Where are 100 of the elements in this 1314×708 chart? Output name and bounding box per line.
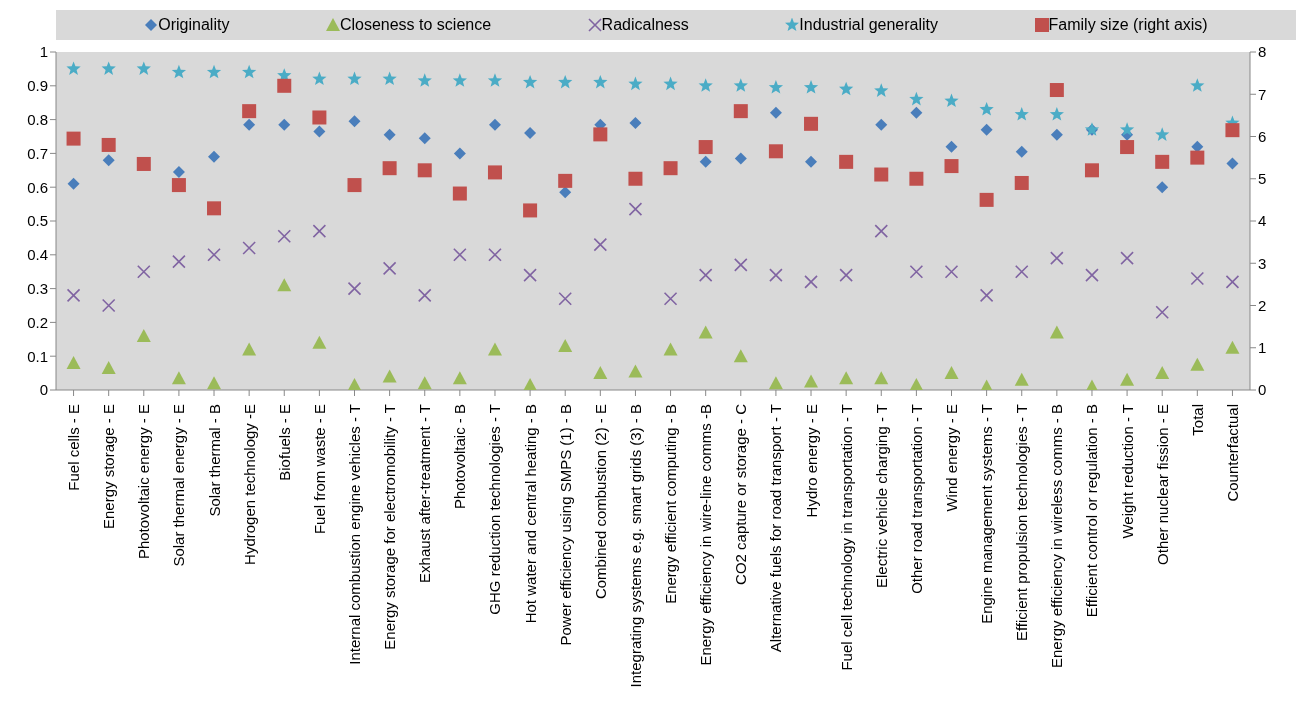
point [629, 116, 642, 129]
point [874, 224, 889, 238]
point [663, 161, 678, 176]
y-tick-label: 0.9 [27, 77, 48, 95]
point [382, 261, 397, 276]
point [979, 288, 994, 303]
point [1190, 150, 1205, 165]
point [522, 74, 538, 89]
x-tick-label: Internal combustion engine vehicles - T [346, 404, 363, 665]
y-tick-label: 1 [39, 43, 48, 61]
x-tick-label: Counterfactual [1223, 404, 1241, 502]
point [312, 110, 327, 125]
point [242, 64, 257, 79]
x-tick-label: Photovoltaic energy - E [135, 404, 153, 560]
point [1120, 372, 1135, 386]
point [733, 104, 748, 119]
point [1120, 140, 1135, 155]
point [1014, 264, 1029, 279]
point [67, 177, 80, 190]
point [1155, 305, 1170, 320]
point [136, 61, 151, 75]
point [66, 61, 81, 75]
x-tick-label: Engine management systems - T [978, 404, 996, 624]
x-tick-label: Biofuels - E [275, 404, 293, 481]
point [277, 229, 292, 244]
point [768, 79, 784, 94]
y2-tick-label: 7 [1258, 85, 1267, 103]
point [768, 376, 783, 390]
point [171, 178, 186, 193]
point [839, 81, 854, 96]
point [1190, 357, 1205, 371]
point [1049, 83, 1064, 98]
point [1050, 251, 1064, 265]
point [1119, 122, 1135, 136]
point [909, 264, 924, 279]
point [803, 79, 819, 94]
point [523, 377, 538, 390]
x-tick-label: Weight reduction - T [1118, 404, 1136, 539]
point [347, 71, 362, 86]
point [382, 161, 397, 176]
point [417, 73, 432, 87]
point [979, 192, 994, 207]
point [383, 128, 396, 141]
x-tick-label: Energy efficiency in wireless comms - B [1048, 404, 1066, 668]
y-tick-label: 0.8 [27, 110, 48, 128]
y2-tick-label: 0 [1258, 381, 1267, 399]
x-tick-label: Electric vehicle charging - T [872, 404, 890, 588]
point [487, 165, 502, 180]
y2-tick-label: 3 [1258, 254, 1267, 272]
point [1085, 268, 1099, 282]
x-tick-label: Other nuclear fission - E [1153, 404, 1171, 565]
point [347, 281, 362, 296]
point [558, 74, 573, 89]
point [206, 64, 222, 79]
point [875, 118, 888, 131]
x-tick-label: Power efficiency using SMPS (1) - B [556, 404, 574, 646]
point [698, 325, 713, 339]
point [277, 278, 292, 292]
y2-tick-label: 8 [1258, 43, 1267, 61]
point [909, 91, 924, 106]
point [663, 76, 678, 91]
point [909, 171, 924, 186]
y-tick-label: 0.2 [27, 313, 48, 331]
y2-tick-label: 6 [1258, 127, 1267, 145]
point [944, 93, 959, 108]
x-tick-label: Fuel from waste - E [310, 404, 328, 535]
point [628, 171, 643, 186]
point [452, 73, 467, 87]
point [805, 155, 818, 168]
point [171, 64, 187, 79]
point [804, 275, 818, 289]
point [207, 376, 222, 390]
x-tick-label: Hydro energy - E [802, 404, 820, 518]
point [102, 154, 115, 167]
point [1014, 175, 1029, 190]
point [524, 127, 537, 140]
point [452, 186, 467, 201]
point [1225, 275, 1240, 289]
point [628, 364, 643, 378]
legend-label: Family size (right axis) [1048, 16, 1208, 34]
point [242, 342, 257, 356]
x-tick-label: Fuel cells - E [65, 404, 83, 491]
y-tick-label: 0.7 [27, 144, 48, 162]
point [452, 371, 467, 385]
point [734, 152, 747, 165]
legend-label: Industrial generality [799, 16, 939, 34]
point [945, 140, 958, 153]
point [559, 186, 572, 199]
x-tick-label: Alternative fuels for road transport - T [767, 404, 785, 653]
point [663, 342, 678, 356]
point [628, 76, 643, 91]
point [171, 371, 186, 385]
point [733, 78, 748, 92]
point [312, 224, 327, 238]
x-tick-label: Other road transportation - T [907, 404, 925, 594]
y-tick-label: 0.4 [27, 246, 48, 264]
point [769, 106, 782, 119]
x-tick-label: Combined combustion (2) - E [591, 404, 609, 600]
y2-tick-label: 4 [1258, 212, 1267, 230]
point [66, 288, 81, 303]
